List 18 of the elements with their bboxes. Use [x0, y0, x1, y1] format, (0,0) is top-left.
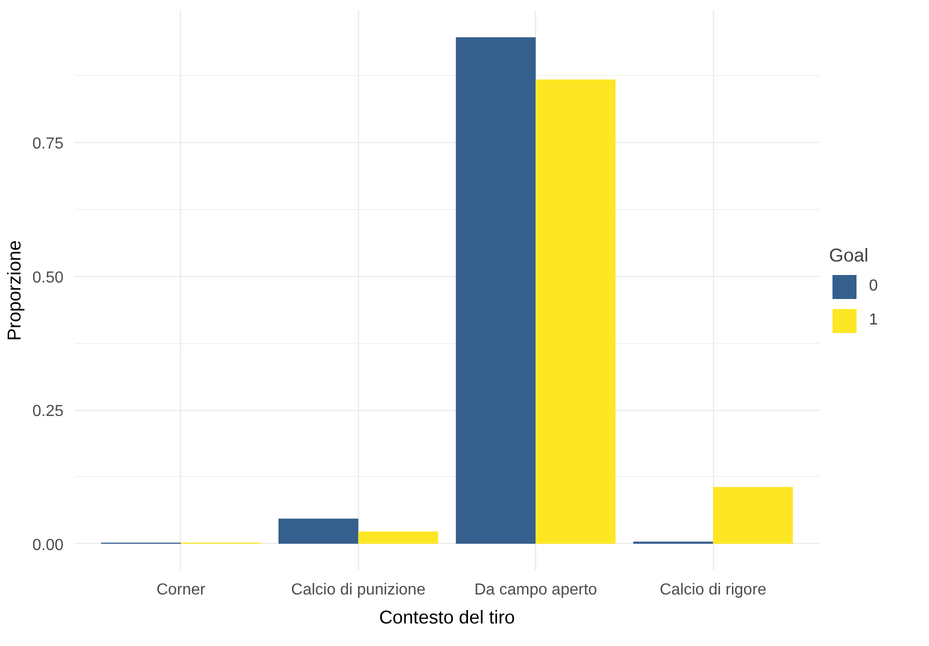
bar — [713, 487, 793, 544]
x-tick-label: Calcio di rigore — [660, 582, 767, 598]
bar — [536, 79, 616, 544]
x-axis-title: Contesto del tiro — [379, 606, 515, 628]
bar — [456, 37, 536, 544]
legend-label: 0 — [869, 278, 879, 296]
y-tick-label: 0.25 — [32, 403, 64, 420]
bar — [358, 531, 438, 544]
y-tick-label: 0.00 — [32, 536, 64, 554]
y-axis-title: Proporzione — [3, 240, 24, 341]
y-tick-label: 0.50 — [32, 269, 64, 286]
y-tick-label: 0.75 — [32, 136, 64, 153]
legend-title: Goal — [829, 244, 870, 266]
x-tick-label: Corner — [156, 582, 206, 598]
x-tick-label: Da campo aperto — [474, 582, 598, 598]
legend-label: 1 — [869, 312, 879, 330]
x-tick-label: Calcio di punizione — [291, 582, 426, 598]
bar — [278, 518, 358, 544]
